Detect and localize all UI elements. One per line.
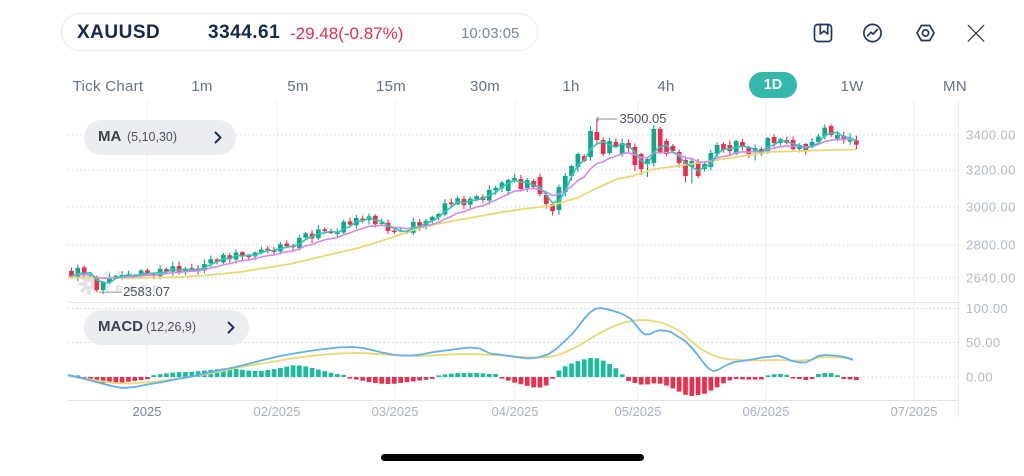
svg-text:2640.00: 2640.00 [966,271,1016,286]
svg-text:04/2025: 04/2025 [492,404,539,419]
svg-text:3500.05: 3500.05 [620,111,667,126]
svg-text:02/2025: 02/2025 [254,404,301,419]
svg-text:50.00: 50.00 [966,335,1001,350]
svg-text:3000.00: 3000.00 [966,200,1016,215]
svg-text:3400.00: 3400.00 [966,128,1016,143]
svg-text:05/2025: 05/2025 [615,404,662,419]
svg-text:100.00: 100.00 [966,301,1008,316]
svg-text:TRADE: TRADE [104,284,164,296]
svg-text:0.00: 0.00 [966,370,993,385]
svg-text:2025: 2025 [133,404,162,419]
svg-text:03/2025: 03/2025 [372,404,419,419]
svg-text:07/2025: 07/2025 [891,404,938,419]
svg-text:3200.00: 3200.00 [966,163,1016,178]
svg-text:2583.07: 2583.07 [123,284,170,299]
svg-text:06/2025: 06/2025 [743,404,790,419]
svg-text:2800.00: 2800.00 [966,238,1016,253]
